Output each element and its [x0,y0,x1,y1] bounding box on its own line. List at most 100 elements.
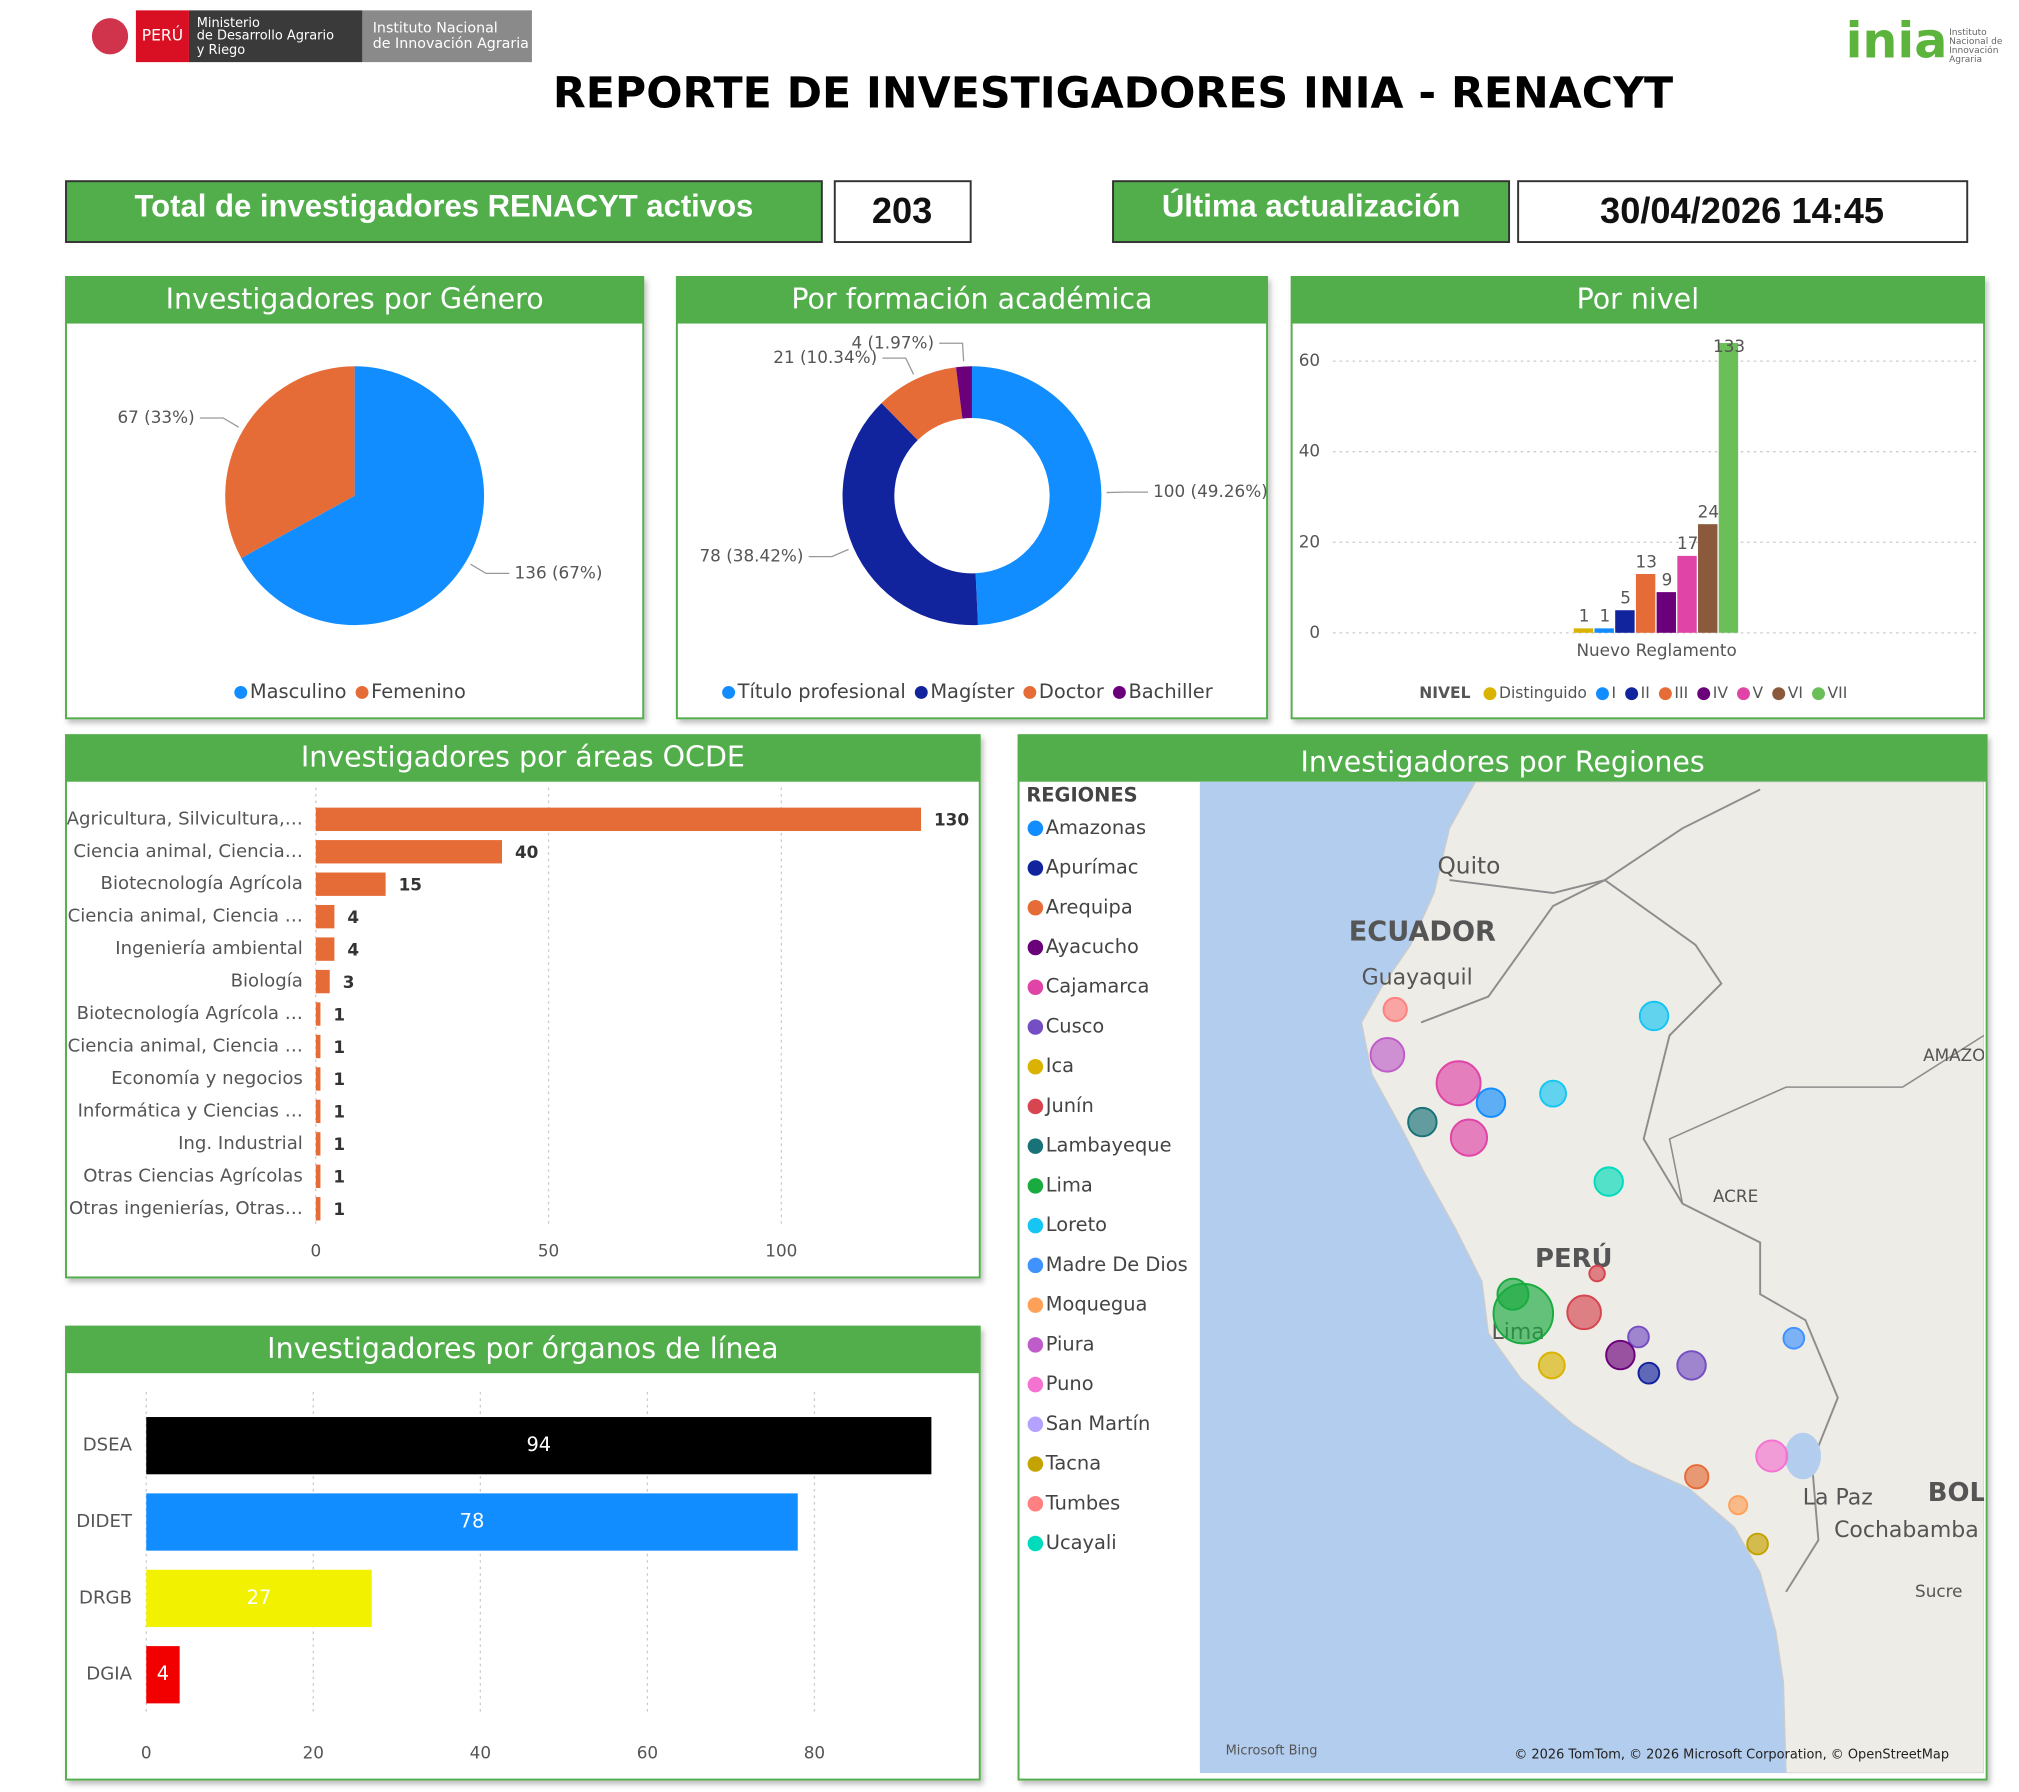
data-label: 1 [1579,606,1590,626]
bar [315,807,922,831]
legend-marker [1812,687,1825,701]
border [1668,1034,1985,1204]
region-bubble [1637,1361,1661,1385]
legend-marker [1027,939,1044,956]
bar [146,1417,932,1475]
legend-marker [1027,1138,1044,1154]
region-bubble [1593,1166,1624,1197]
leader-line [199,417,240,428]
slice [955,366,972,419]
country: PERÚ [142,26,183,45]
bar [315,937,335,961]
data-label: 13 [1636,551,1657,571]
legend-marker [1027,1456,1044,1472]
y-tick-label: Ciencia animal, Ciencia … [68,1035,303,1056]
legend-label: Cajamarca [1046,975,1150,998]
logo-box [135,10,189,63]
legend-label: VII [1828,684,1848,702]
data-label: 17 [1677,533,1698,553]
slice [881,367,963,441]
legend-label: Junín [1045,1094,1094,1117]
bar [315,1197,321,1221]
place-label: Cochabamba [1834,1518,1979,1543]
region-bubble [1566,1294,1602,1331]
region-bubble [1449,1118,1489,1157]
legend-marker [1027,1376,1044,1393]
y-tick-label: 40 [1299,441,1320,461]
legend-marker [1027,1535,1044,1552]
place-label: Quito [1437,853,1500,880]
leader-line [808,548,849,558]
legend-marker [234,685,248,699]
region-bubble [1475,1087,1507,1118]
bar [315,904,335,929]
x-tick-label: 80 [804,1743,825,1763]
data-label: 1 [333,1102,345,1122]
x-tick-label: 0 [141,1743,152,1763]
data-label: 67 (33%) [117,407,194,427]
y-tick-label: DSEA [83,1435,133,1456]
slice [971,366,1102,625]
panel-title: Por formación académica [791,282,1152,315]
brand-caption: Innovación [1949,45,1998,56]
region-bubble [1782,1326,1806,1350]
logo-box [362,10,532,63]
ministry-line: y Riego [197,43,246,58]
region-bubble [1684,1464,1710,1490]
legend-marker [1027,860,1044,876]
legend-label: Distinguido [1499,684,1587,702]
data-label: 1 [333,1004,345,1024]
y-tick-label: 60 [1299,350,1320,370]
data-label: 24 [1698,502,1719,522]
lake [1784,1432,1821,1480]
data-label: 1 [333,1134,345,1154]
y-tick-label: Ingeniería ambiental [115,938,303,959]
legend-label: Moquegua [1046,1293,1148,1316]
bars [1573,342,1739,633]
kpi-label-box [1112,180,1511,243]
y-tick-label: Ciencia animal, Ciencia … [68,906,303,927]
region-bubble [1496,1277,1530,1311]
bar [1677,555,1697,633]
legend-label: Femenino [371,680,466,703]
data-label: 5 [1620,588,1631,608]
data-label: 1 [333,1037,345,1057]
data-label: 78 [460,1510,485,1533]
region-bubble [1605,1339,1636,1371]
panel-frame [65,1325,981,1781]
legend-marker [355,685,369,699]
panel-title: Investigadores por Regiones [1300,746,1704,779]
legend-label: Ucayali [1046,1531,1117,1554]
chart-panel: Por formación académica 100 (49.26%) 78 (3… [675,275,1269,720]
bar [1698,524,1718,633]
bar [315,1034,321,1059]
region-bubble [1638,1000,1670,1032]
region-bubble [1728,1495,1749,1516]
legend-label: Ica [1046,1054,1074,1077]
slice [225,366,355,559]
legend-label: II [1641,684,1650,702]
legend-label: Loreto [1046,1213,1107,1236]
chart-panel: Investigadores por Regiones Quito ECUADOR G… [1017,734,1988,1781]
data-label: 4 [157,1662,169,1685]
legend-label: Amazonas [1046,816,1146,839]
leader-line [470,563,510,575]
place-label: AMAZO [1923,1045,1985,1065]
legend-label: Piura [1046,1332,1095,1355]
panel-header [66,735,980,782]
data-label: 1 [1599,606,1610,626]
y-tick-label: Otras ingenierías, Otras… [69,1198,303,1219]
bar [146,1569,372,1628]
x-tick-label: 50 [538,1241,559,1261]
y-tick-label: 0 [1309,622,1320,642]
kpi-value-box [1517,180,1969,243]
panel-title: Investigadores por Género [166,282,544,315]
panel-header [676,276,1268,324]
legend-marker [1595,687,1609,701]
x-tick-label: 0 [310,1241,321,1261]
slice [842,403,978,626]
bar [1615,610,1635,633]
page-title: REPORTE DE INVESTIGADORES INIA - RENACYT [553,68,1673,118]
legend-label: Doctor [1039,680,1104,703]
